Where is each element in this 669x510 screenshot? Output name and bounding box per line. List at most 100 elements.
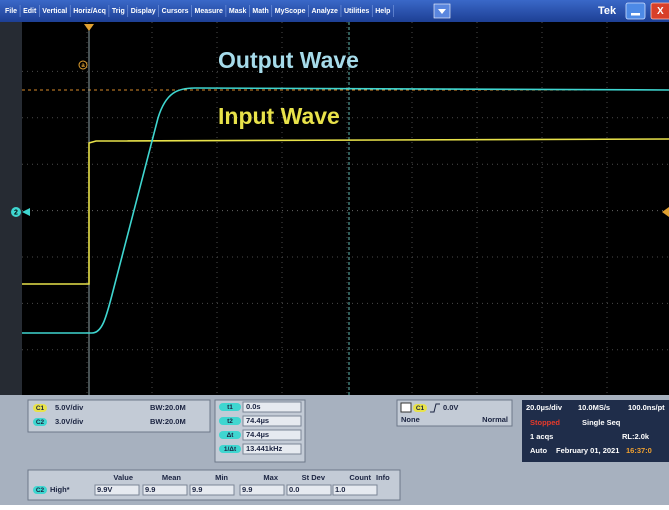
cursor-badge: [219, 431, 241, 439]
brand: Tek: [598, 5, 617, 17]
measurement-header: St Dev: [302, 473, 326, 482]
trigger-slope: [430, 403, 440, 413]
cursor-value: 74.4µs: [246, 430, 269, 439]
cursor-badge: [219, 445, 241, 453]
channel-bandwidth: BW:20.0M: [150, 403, 186, 412]
record-length: RL:2.0k: [622, 432, 650, 441]
cursor-value-box: [242, 415, 302, 427]
channel-bandwidth: BW:20.0M: [150, 417, 186, 426]
trigger-auto: Auto: [530, 446, 547, 455]
cursor-value-box: [242, 443, 302, 455]
cursor-badge-label: t2: [227, 418, 233, 425]
menu-item[interactable]: MyScope: [275, 8, 306, 15]
input-wave-label: Input Wave: [218, 103, 340, 129]
measurement-cell: [286, 484, 332, 496]
menu-item[interactable]: File: [5, 8, 17, 15]
measurement-cell: [189, 484, 235, 496]
trigger-level: 0.0V: [443, 403, 458, 412]
measurement-cell: [332, 484, 378, 496]
trigger-position-marker: [84, 24, 94, 31]
menu-bar-bg: [0, 0, 669, 22]
measurement-cell: [239, 484, 285, 496]
acq-count: 1 acqs: [530, 432, 553, 441]
channel-badge: [33, 418, 47, 426]
channel-marker-label: 2: [14, 209, 18, 216]
time: 16:37:0: [626, 446, 652, 455]
measurement-header: Min: [215, 473, 228, 482]
measurement-value: 9.9: [192, 485, 202, 494]
cursor-value: 0.0s: [246, 402, 261, 411]
cursor-badge: [219, 403, 241, 411]
waveform-display: [22, 22, 669, 395]
trigger-level-marker: [662, 207, 669, 217]
measurement-name: High*: [50, 485, 70, 494]
cursor-badge: [219, 417, 241, 425]
measurement-value: 0.0: [289, 485, 299, 494]
acq-state: Stopped: [530, 418, 560, 427]
channel-scale: 3.0V/div: [55, 417, 84, 426]
channel-scale: 5.0V/div: [55, 403, 84, 412]
minimize-button[interactable]: [625, 2, 646, 20]
measurement-header: Mean: [162, 473, 182, 482]
trigger-badge-label: C1: [416, 405, 425, 412]
menu-item[interactable]: Utilities: [344, 8, 369, 15]
trigger-mode: Normal: [482, 415, 508, 424]
measurement-cell: [94, 484, 140, 496]
menu-item[interactable]: Math: [252, 8, 268, 15]
menu-item[interactable]: Horiz/Acq: [73, 8, 106, 15]
cursor-value: 13.441kHz: [246, 444, 283, 453]
channel-box: [27, 399, 211, 433]
channel-marker: [11, 207, 21, 217]
sample-rate: 10.0MS/s: [578, 403, 610, 412]
menu-item[interactable]: Cursors: [162, 8, 189, 15]
menu-bar: Tek X File Edit Vertical Horiz/Acq Trig Displ…: [0, 0, 669, 22]
horizontal-scale: 20.0µs/div: [526, 403, 563, 412]
output-wave-trace: [22, 87, 669, 334]
menu-item[interactable]: Measure: [194, 8, 223, 15]
measurement-source-badge: [33, 486, 47, 494]
close-button[interactable]: [650, 2, 669, 20]
left-strip: [0, 22, 22, 395]
cursor-badge-label: Δt: [227, 432, 235, 439]
menu-item[interactable]: Trig: [112, 8, 125, 15]
measurement-value: 9.9V: [97, 485, 112, 494]
trigger-badge: [413, 404, 427, 412]
cursor-badge-label: 1/Δt: [224, 446, 237, 453]
channel-badge: [33, 404, 47, 412]
menu-item[interactable]: Vertical: [42, 8, 67, 15]
measurement-header: Info: [376, 473, 390, 482]
cursor-marker-label: a: [81, 63, 85, 69]
measurement-value: 1.0: [335, 485, 345, 494]
date: February 01, 2021: [556, 446, 619, 455]
menu-item[interactable]: Analyze: [311, 8, 338, 15]
menu-item[interactable]: Mask: [229, 8, 247, 15]
channel-arrow: [22, 208, 30, 216]
menu-item[interactable]: Edit: [23, 8, 37, 15]
measurement-header: Max: [263, 473, 278, 482]
measurement-value: 9.9: [145, 485, 155, 494]
measurement-cell: [142, 484, 188, 496]
acq-mode: Single Seq: [582, 418, 621, 427]
resolution: 100.0ns/pt: [628, 403, 665, 412]
minimize-icon: [631, 13, 640, 16]
menu-item[interactable]: Display: [131, 8, 156, 15]
measurement-value: 9.9: [242, 485, 252, 494]
acquisition-box: [522, 400, 669, 462]
cursor-value-box: [242, 401, 302, 413]
channel-badge-label: C1: [36, 405, 45, 412]
measurement-header: Count: [349, 473, 371, 482]
input-wave-trace: [22, 138, 669, 285]
cursor-value-box: [242, 429, 302, 441]
trigger-coupling: None: [401, 415, 420, 424]
dropdown-arrow: [438, 9, 446, 14]
close-label: X: [657, 6, 664, 17]
trigger-icon: [400, 402, 412, 413]
output-wave-label: Output Wave: [218, 47, 359, 73]
measurement-source-badge-label: C2: [36, 487, 45, 494]
menu-item[interactable]: Help: [375, 8, 390, 15]
cursor-badge-label: t1: [227, 404, 233, 411]
cursor-value: 74.4µs: [246, 416, 269, 425]
measurement-header: Value: [113, 473, 133, 482]
